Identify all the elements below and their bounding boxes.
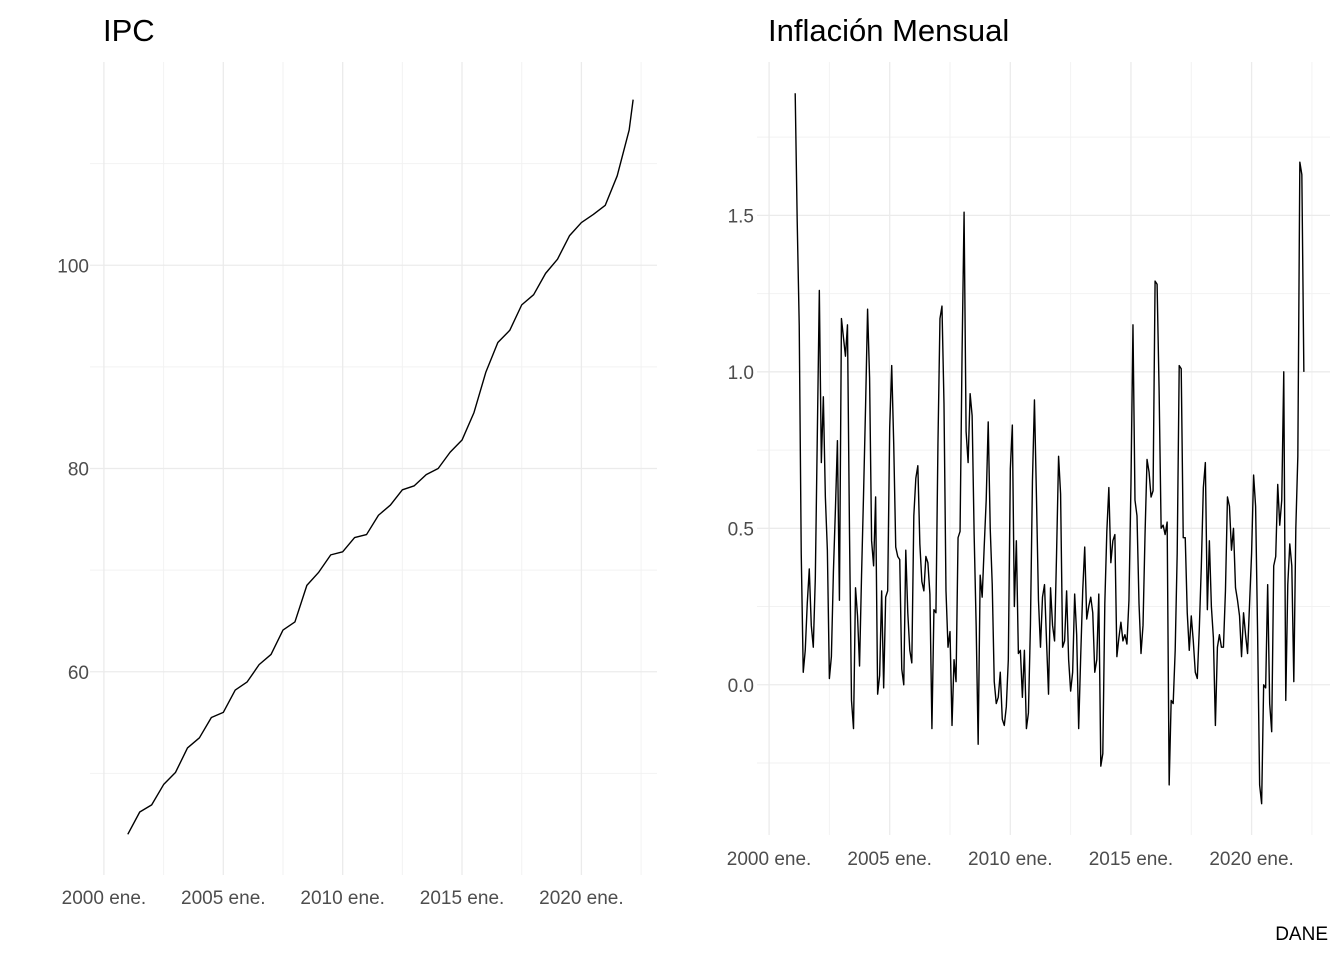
y-tick-label: 1.0 xyxy=(728,363,754,384)
x-tick-label: 2020 ene. xyxy=(1209,849,1294,870)
data-line xyxy=(794,93,1305,805)
chart-title: IPC xyxy=(103,13,155,48)
x-tick-label: 2010 ene. xyxy=(300,888,385,909)
y-tick-label: 80 xyxy=(68,460,89,481)
x-tick-label: 2000 ene. xyxy=(727,849,812,870)
x-tick-label: 2005 ene. xyxy=(847,849,932,870)
x-tick-label: 2010 ene. xyxy=(968,849,1053,870)
caption: DANE xyxy=(1275,924,1328,945)
x-tick-label: 2015 ene. xyxy=(1089,849,1174,870)
y-tick-label: 1.5 xyxy=(728,206,754,227)
x-tick-label: 2015 ene. xyxy=(420,888,505,909)
y-tick-label: 0.0 xyxy=(728,676,754,697)
chart-title: Inflación Mensual xyxy=(768,13,1009,48)
x-tick-label: 2020 ene. xyxy=(539,888,624,909)
x-tick-label: 2000 ene. xyxy=(62,888,147,909)
y-tick-label: 0.5 xyxy=(728,519,754,540)
y-tick-label: 60 xyxy=(68,663,89,684)
x-tick-label: 2005 ene. xyxy=(181,888,266,909)
y-tick-label: 100 xyxy=(57,256,89,277)
data-line xyxy=(127,99,634,835)
